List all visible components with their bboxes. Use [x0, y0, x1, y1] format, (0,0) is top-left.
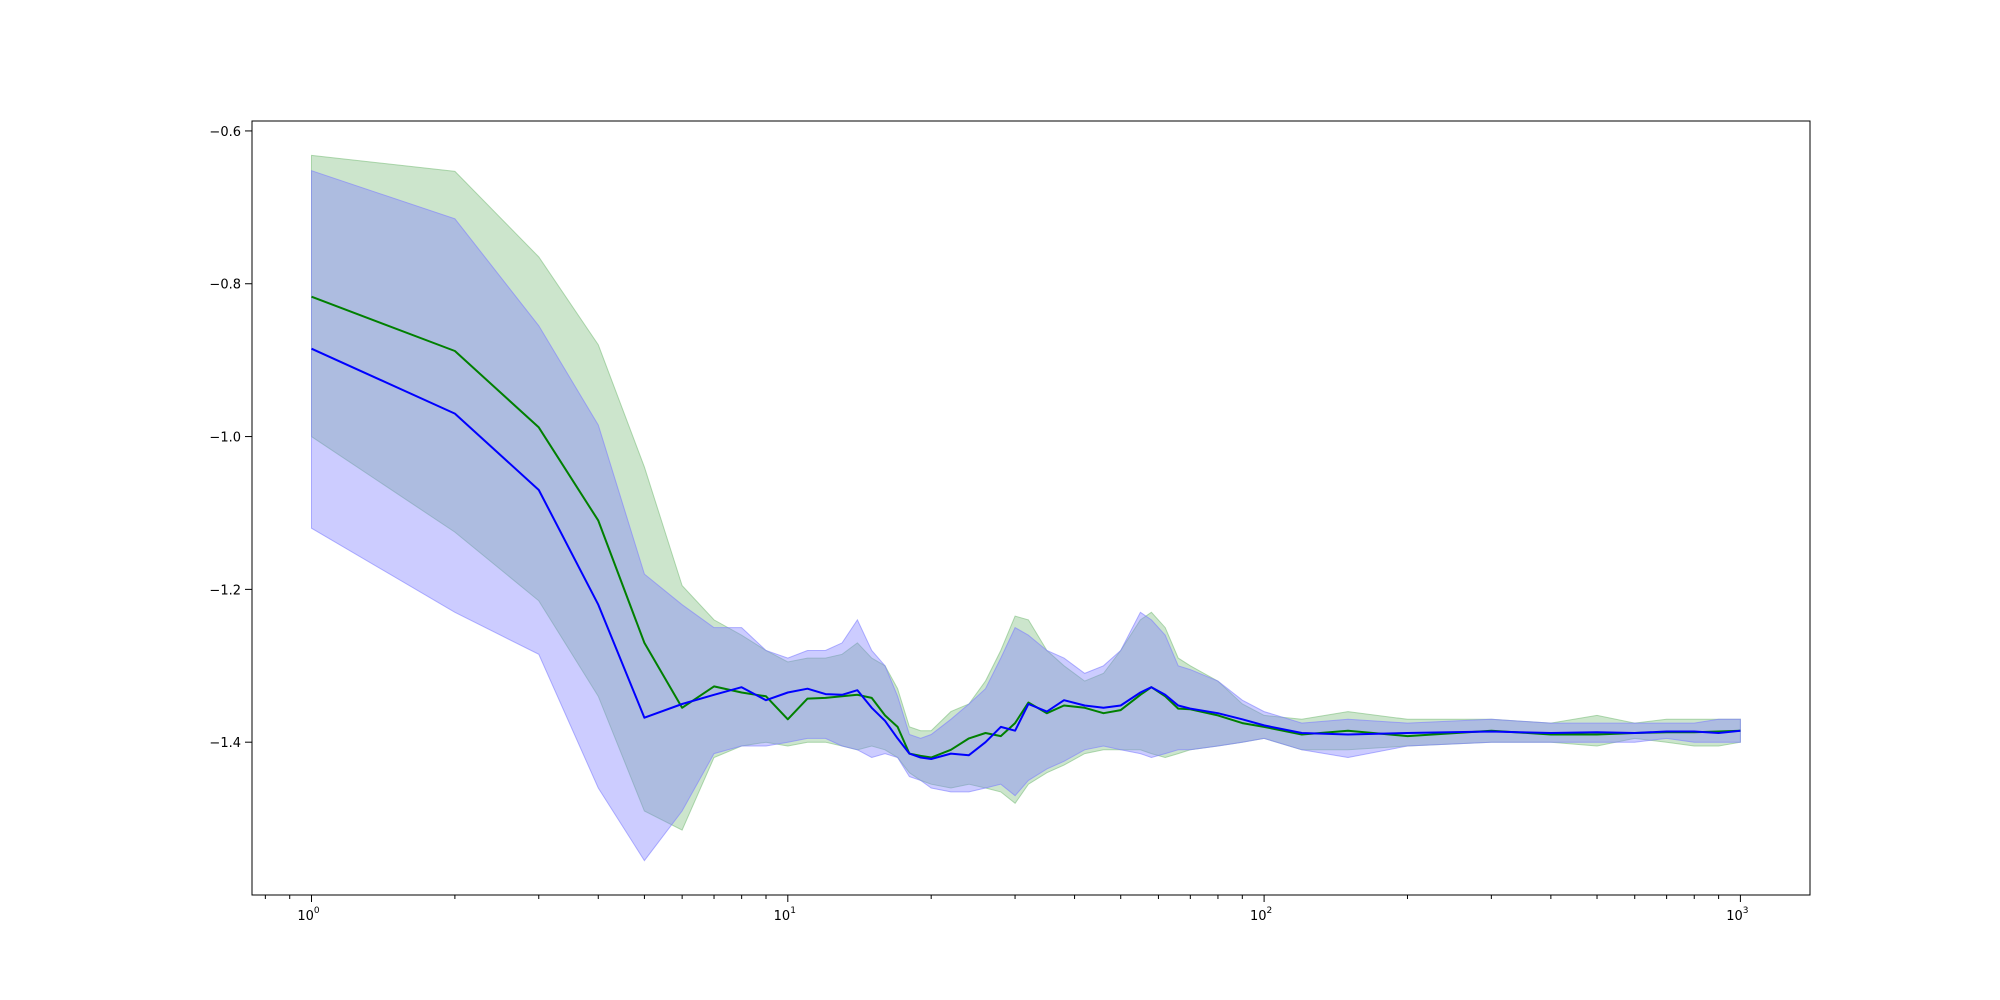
y-tick-label: −0.6: [209, 125, 241, 140]
y-tick-label: −1.0: [209, 431, 241, 446]
series-2-band: [311, 170, 1741, 862]
x-axis: 100 101 102 103: [264, 895, 1749, 924]
x-tick-label: 102: [1250, 906, 1272, 924]
confidence-bands: [311, 154, 1741, 862]
mean-lines: [311, 295, 1741, 760]
series-2-line: [311, 347, 1741, 760]
y-tick-label: −0.8: [209, 278, 241, 293]
y-tick-label: −1.2: [209, 583, 241, 598]
x-tick-label: 101: [774, 906, 796, 924]
y-tick-label: −1.4: [209, 736, 241, 751]
x-tick-label: 100: [297, 906, 320, 924]
y-axis: −0.6 −0.8 −1.0 −1.2 −1.4: [209, 125, 252, 751]
plot-frame: [251, 120, 1811, 896]
series-1-line: [311, 295, 1741, 759]
x-tick-label: 103: [1726, 906, 1748, 924]
